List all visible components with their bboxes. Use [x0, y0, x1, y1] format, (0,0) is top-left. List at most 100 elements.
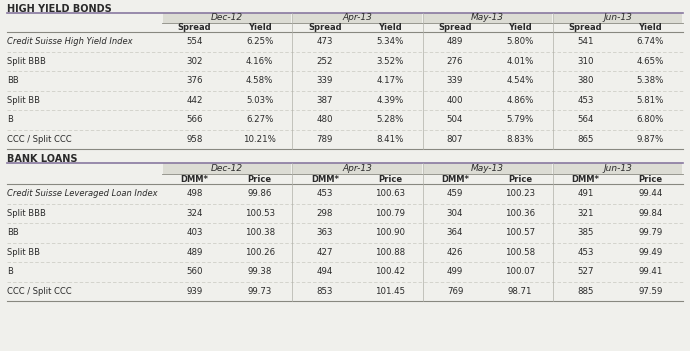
Text: B: B [7, 115, 13, 124]
Text: 489: 489 [186, 248, 203, 257]
Text: 527: 527 [577, 267, 593, 276]
Text: 100.57: 100.57 [505, 228, 535, 237]
Text: DMM*: DMM* [571, 174, 600, 184]
Text: 473: 473 [317, 37, 333, 46]
Text: 494: 494 [317, 267, 333, 276]
Text: 100.53: 100.53 [245, 209, 275, 218]
Text: 304: 304 [447, 209, 463, 218]
Text: CCC / Split CCC: CCC / Split CCC [7, 287, 72, 296]
Text: 958: 958 [186, 135, 203, 144]
Text: 459: 459 [447, 189, 463, 198]
Text: Price: Price [638, 174, 662, 184]
Text: 5.81%: 5.81% [637, 96, 664, 105]
Text: 4.58%: 4.58% [246, 76, 273, 85]
Bar [424, 163, 552, 174]
Text: 99.44: 99.44 [638, 189, 662, 198]
Text: 100.63: 100.63 [375, 189, 405, 198]
Text: 8.41%: 8.41% [376, 135, 404, 144]
Text: Apr-13: Apr-13 [342, 13, 373, 22]
Text: 4.54%: 4.54% [506, 76, 534, 85]
Text: 853: 853 [317, 287, 333, 296]
Text: 10.21%: 10.21% [244, 135, 276, 144]
Bar [554, 13, 682, 23]
Text: 3.52%: 3.52% [376, 57, 404, 66]
Bar [163, 13, 291, 23]
Text: 6.25%: 6.25% [246, 37, 273, 46]
Text: Price: Price [248, 174, 272, 184]
Text: 100.42: 100.42 [375, 267, 405, 276]
Text: 5.80%: 5.80% [506, 37, 534, 46]
Text: Apr-13: Apr-13 [342, 164, 373, 173]
Text: CCC / Split CCC: CCC / Split CCC [7, 135, 72, 144]
Text: 380: 380 [577, 76, 593, 85]
Bar [293, 163, 422, 174]
Text: 564: 564 [577, 115, 593, 124]
Text: 252: 252 [317, 57, 333, 66]
Text: 99.38: 99.38 [248, 267, 272, 276]
Text: 387: 387 [317, 96, 333, 105]
Text: 98.71: 98.71 [508, 287, 533, 296]
Text: Dec-12: Dec-12 [211, 164, 243, 173]
Text: 939: 939 [186, 287, 203, 296]
Text: 99.79: 99.79 [638, 228, 662, 237]
Text: May-13: May-13 [471, 164, 504, 173]
Text: 339: 339 [317, 76, 333, 85]
Text: Dec-12: Dec-12 [211, 13, 243, 22]
Text: 480: 480 [317, 115, 333, 124]
Text: Jun-13: Jun-13 [604, 164, 632, 173]
Text: 885: 885 [577, 287, 593, 296]
Text: 100.26: 100.26 [245, 248, 275, 257]
Text: 5.34%: 5.34% [376, 37, 404, 46]
Text: Spread: Spread [438, 23, 472, 32]
Text: 6.27%: 6.27% [246, 115, 273, 124]
Text: Split BB: Split BB [7, 248, 40, 257]
Text: DMM*: DMM* [310, 174, 339, 184]
Text: Spread: Spread [178, 23, 211, 32]
Text: Yield: Yield [378, 23, 402, 32]
Text: BANK LOANS: BANK LOANS [7, 154, 77, 164]
Text: Spread: Spread [569, 23, 602, 32]
Text: May-13: May-13 [471, 13, 504, 22]
Text: 560: 560 [186, 267, 203, 276]
Text: 489: 489 [447, 37, 463, 46]
Text: 5.28%: 5.28% [376, 115, 404, 124]
Text: 498: 498 [186, 189, 203, 198]
Text: 100.07: 100.07 [505, 267, 535, 276]
Text: 99.73: 99.73 [248, 287, 272, 296]
Text: 541: 541 [577, 37, 593, 46]
Text: Yield: Yield [248, 23, 272, 32]
Text: DMM*: DMM* [441, 174, 469, 184]
Text: 4.86%: 4.86% [506, 96, 534, 105]
Text: Credit Suisse Leveraged Loan Index: Credit Suisse Leveraged Loan Index [7, 189, 157, 198]
Text: 491: 491 [577, 189, 593, 198]
Text: 100.90: 100.90 [375, 228, 405, 237]
Text: 100.36: 100.36 [505, 209, 535, 218]
Text: 100.23: 100.23 [505, 189, 535, 198]
Text: 5.79%: 5.79% [506, 115, 534, 124]
Text: 400: 400 [447, 96, 463, 105]
Text: 566: 566 [186, 115, 203, 124]
Text: Spread: Spread [308, 23, 342, 32]
Text: 4.39%: 4.39% [376, 96, 404, 105]
Bar [554, 163, 682, 174]
Text: 442: 442 [186, 96, 203, 105]
Text: 499: 499 [447, 267, 463, 276]
Text: 100.79: 100.79 [375, 209, 405, 218]
Text: 8.83%: 8.83% [506, 135, 534, 144]
Text: 427: 427 [317, 248, 333, 257]
Text: 789: 789 [317, 135, 333, 144]
Text: 324: 324 [186, 209, 203, 218]
Text: 298: 298 [317, 209, 333, 218]
Text: Price: Price [508, 174, 532, 184]
Text: 403: 403 [186, 228, 203, 237]
Text: Credit Suisse High Yield Index: Credit Suisse High Yield Index [7, 37, 132, 46]
Text: 554: 554 [186, 37, 203, 46]
Text: 99.49: 99.49 [638, 248, 662, 257]
Text: Split BB: Split BB [7, 96, 40, 105]
Text: 504: 504 [447, 115, 463, 124]
Bar [163, 163, 291, 174]
Text: DMM*: DMM* [181, 174, 208, 184]
Text: 4.01%: 4.01% [506, 57, 534, 66]
Text: 6.80%: 6.80% [637, 115, 664, 124]
Text: 5.38%: 5.38% [637, 76, 664, 85]
